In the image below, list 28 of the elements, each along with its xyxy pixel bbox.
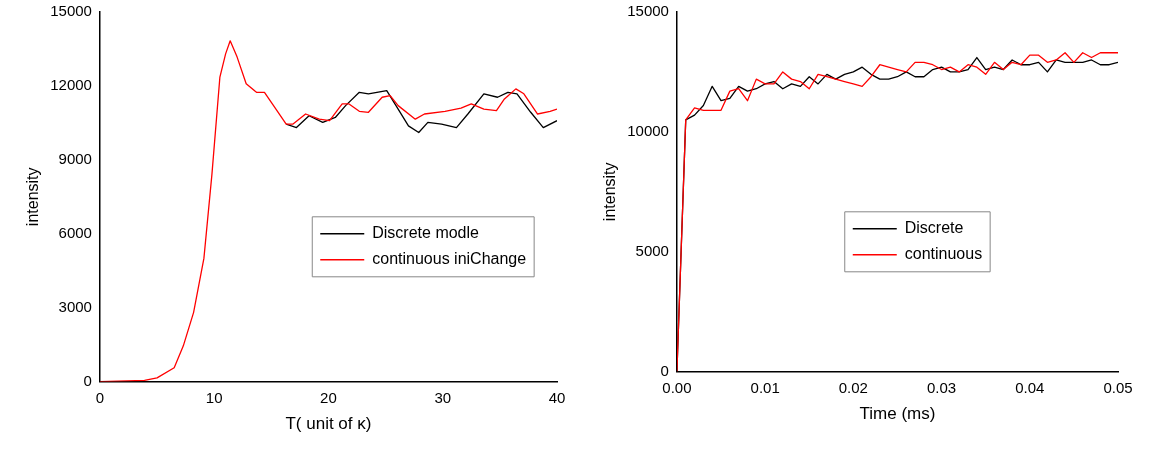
legend-label: continuous iniChange	[372, 250, 527, 268]
x-axis-title: T( unit of κ)	[285, 414, 372, 434]
x-tick-label: 0.02	[838, 378, 868, 396]
x-tick-label: 0.01	[750, 378, 780, 396]
x-tick-label: 0.05	[1103, 378, 1133, 396]
x-tick-label: 10	[205, 388, 223, 406]
y-tick-label: 12000	[50, 76, 92, 94]
y-axis-title: intensity	[601, 162, 619, 222]
x-tick-label: 0.03	[926, 378, 957, 396]
y-axis-title: intensity	[24, 167, 42, 227]
x-tick-label: 0.00	[662, 378, 692, 396]
legend-label: Discrete modle	[372, 224, 480, 242]
y-tick-label: 15000	[627, 2, 669, 20]
y-tick-label: 3000	[58, 297, 92, 315]
y-tick-label: 10000	[627, 122, 669, 140]
x-tick-label: 30	[434, 388, 452, 406]
y-tick-label: 0	[660, 361, 669, 379]
x-tick-label: 40	[548, 388, 566, 406]
y-tick-label: 5000	[635, 241, 669, 259]
x-tick-label: 0	[95, 388, 105, 406]
legend-label: Discrete	[904, 219, 964, 237]
x-axis-title: Time (ms)	[859, 404, 936, 424]
x-tick-label: 20	[320, 388, 337, 406]
legend-label: continuous	[904, 245, 983, 263]
x-tick-label: 0.04	[1015, 378, 1045, 396]
y-tick-label: 6000	[58, 223, 92, 241]
y-tick-label: 9000	[58, 149, 92, 167]
y-tick-label: 15000	[50, 2, 92, 20]
